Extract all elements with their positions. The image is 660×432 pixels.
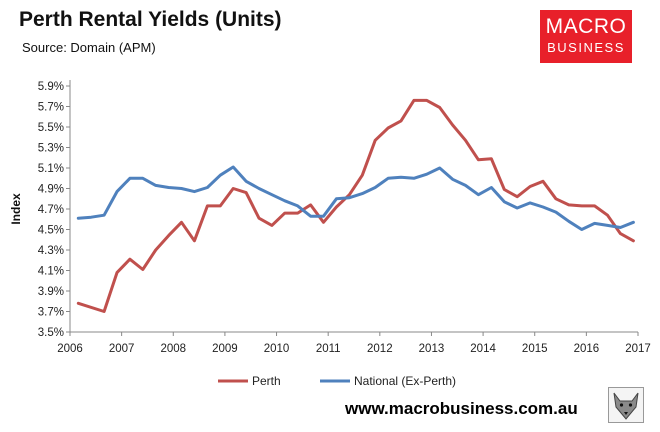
x-tick-label: 2006 [57, 343, 83, 355]
x-tick-label: 2013 [419, 343, 445, 355]
y-tick-label: 5.1% [38, 163, 64, 175]
x-tick-label: 2009 [212, 343, 238, 355]
x-tick-label: 2010 [264, 343, 290, 355]
y-tick-label: 5.3% [38, 143, 64, 155]
x-tick-label: 2016 [574, 343, 600, 355]
x-tick-label: 2008 [160, 343, 186, 355]
x-tick-label: 2007 [109, 343, 135, 355]
y-tick-label: 3.9% [38, 286, 64, 298]
y-tick-label: 5.9% [38, 81, 64, 93]
x-tick-label: 2014 [470, 343, 496, 355]
series-line-national-ex-perth [76, 165, 635, 231]
logo-line-1: MACRO [545, 15, 627, 38]
x-tick-label: 2011 [316, 343, 341, 355]
chart-title: Perth Rental Yields (Units) [19, 8, 282, 31]
y-tick-label: 4.9% [38, 184, 64, 196]
y-tick-label: 3.5% [38, 327, 64, 339]
website-url: www.macrobusiness.com.au [345, 399, 578, 418]
y-tick-label: 3.7% [38, 307, 64, 319]
series-line-perth [76, 98, 635, 313]
x-tick-label: 2012 [367, 343, 393, 355]
logo-line-2: BUSINESS [547, 40, 625, 55]
y-axis-label: Index [9, 193, 23, 225]
x-tick-label: 2017 [625, 343, 651, 355]
y-tick-label: 4.3% [38, 245, 64, 257]
y-tick-label: 4.7% [38, 204, 64, 216]
macrobusiness-logo: MACRO BUSINESS [540, 10, 632, 63]
x-tick-label: 2015 [522, 343, 548, 355]
wolf-logo-icon [608, 387, 644, 423]
y-tick-label: 4.1% [38, 266, 64, 278]
legend-label-national-ex-perth: National (Ex-Perth) [354, 374, 456, 388]
y-tick-label: 4.5% [38, 225, 64, 237]
y-tick-label: 5.7% [38, 102, 64, 114]
legend-label-perth: Perth [252, 374, 281, 388]
chart-subtitle: Source: Domain (APM) [22, 40, 156, 55]
y-tick-label: 5.5% [38, 122, 64, 134]
